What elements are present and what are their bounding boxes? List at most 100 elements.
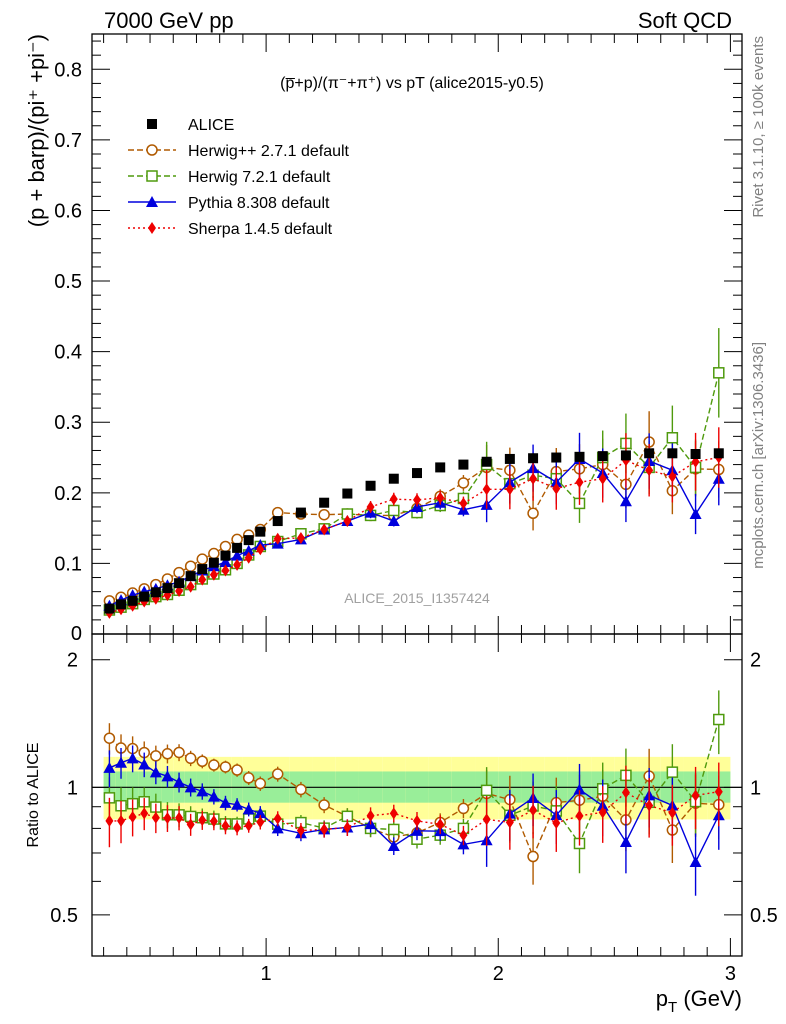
ratio-marker (573, 783, 586, 795)
ratio-marker (103, 761, 116, 773)
ratio-marker (128, 811, 137, 824)
data-marker (598, 472, 607, 485)
ratio-marker (575, 809, 584, 822)
data-marker (255, 526, 266, 537)
y-axis-label: (p + barp)/(pi⁺ +pi⁻) (24, 34, 49, 227)
data-marker (620, 450, 631, 461)
legend: ALICE Herwig++ 2.7.1 default Herwig 7.2.1 … (128, 117, 350, 238)
ratio-marker (231, 764, 243, 776)
data-marker (295, 507, 306, 518)
ratio-marker (186, 818, 195, 831)
data-marker (713, 367, 725, 379)
data-marker (198, 573, 207, 586)
ratio-marker (151, 811, 160, 824)
ratio-marker (273, 812, 282, 825)
ratio-marker (271, 768, 284, 780)
ratio-marker (598, 806, 607, 819)
ratio-marker (184, 781, 197, 793)
ratio-marker (173, 776, 186, 788)
x-tick-label: 3 (725, 963, 736, 985)
ratio-marker (714, 785, 723, 798)
ratio-marker (138, 758, 151, 770)
y-tick-label: 0.5 (54, 271, 82, 293)
ratio-plot-frame (91, 633, 743, 957)
ratio-marker (529, 804, 538, 817)
data-marker (366, 500, 375, 513)
ratio-y-axis-label: Ratio to ALICE (25, 743, 42, 848)
ratio-marker (219, 796, 232, 808)
ratio-marker (161, 748, 174, 760)
ratio-marker (411, 824, 423, 836)
ratio-marker (209, 815, 218, 828)
ratio-marker (505, 816, 514, 829)
data-marker (209, 568, 218, 581)
data-marker (208, 557, 219, 568)
ratio-marker (389, 807, 398, 820)
ratio-tick-label-right: 2 (750, 650, 761, 672)
data-marker (318, 508, 330, 521)
ratio-marker (320, 823, 329, 836)
ratio-marker (163, 812, 172, 825)
data-marker (219, 556, 232, 567)
ratio-marker (256, 816, 265, 829)
ratio-marker (413, 814, 421, 827)
legend-marker (147, 119, 157, 129)
ratio-marker (459, 829, 468, 842)
data-marker (232, 542, 243, 553)
ratio-marker (105, 814, 114, 827)
legend-label: Sherpa 1.4.5 default (188, 221, 333, 238)
data-marker (574, 451, 585, 462)
data-marker (413, 493, 421, 506)
ratio-marker (271, 822, 284, 834)
series-3 (103, 432, 725, 896)
data-marker (389, 493, 398, 506)
ratio-marker (388, 823, 400, 836)
data-marker (528, 453, 539, 464)
ratio-marker (621, 786, 630, 799)
data-marker (529, 472, 538, 485)
data-marker (505, 483, 514, 496)
data-marker (575, 476, 584, 489)
ratio-marker (198, 814, 207, 827)
data-marker (713, 448, 724, 459)
data-marker (197, 564, 208, 575)
data-marker (242, 544, 255, 556)
ratio-marker (527, 850, 539, 863)
data-marker (104, 603, 115, 614)
legend-label: Pythia 8.308 default (188, 195, 330, 212)
ratio-marker (254, 777, 267, 790)
ratio-marker (233, 821, 242, 834)
x-axis-label: pT (GeV) (656, 986, 742, 1016)
data-marker (256, 543, 265, 556)
data-marker (504, 453, 515, 464)
series-ratio-line (109, 791, 719, 837)
data-marker (221, 564, 230, 577)
ratio-marker (196, 785, 209, 797)
ratio-marker (645, 799, 654, 812)
ratio-marker (196, 755, 209, 767)
series-ratio-line (109, 719, 720, 845)
header-left: 7000 GeV pp (104, 8, 234, 33)
ratio-marker (149, 766, 162, 778)
ratio-marker (221, 819, 230, 832)
data-marker (527, 507, 539, 520)
data-marker (231, 549, 244, 561)
header-right: Soft QCD (638, 8, 732, 33)
data-marker (365, 480, 376, 491)
data-marker (412, 468, 422, 479)
y-tick-label: 0.3 (54, 412, 82, 434)
chart-title: (p̅+p)/(π⁻+π⁺) vs pT (alice2015-y0.5) (280, 75, 544, 92)
y-tick-label-zero: 0 (71, 623, 82, 645)
data-marker (481, 456, 492, 467)
data-marker (436, 491, 445, 504)
data-marker (273, 532, 282, 545)
ratio-marker (689, 855, 702, 867)
legend-marker (146, 170, 158, 182)
ratio-marker (691, 789, 700, 802)
legend-label: Herwig++ 2.7.1 default (188, 143, 350, 160)
data-marker (243, 535, 254, 546)
ratio-marker (115, 756, 128, 768)
data-marker (185, 571, 196, 582)
ratio-tick-label-left: 2 (67, 650, 78, 672)
